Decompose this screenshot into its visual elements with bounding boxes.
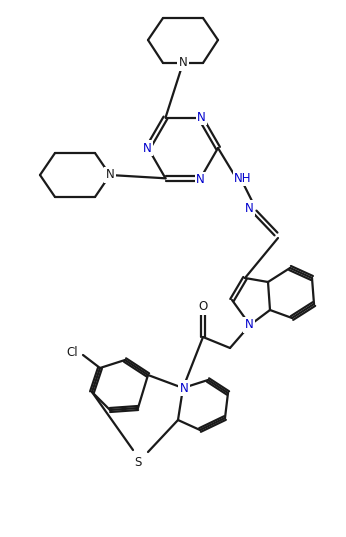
Text: O: O — [198, 301, 208, 314]
Text: N: N — [196, 173, 205, 186]
Text: NH: NH — [234, 171, 252, 185]
Text: N: N — [143, 142, 152, 155]
Text: N: N — [245, 201, 253, 214]
Text: N: N — [197, 111, 206, 124]
Text: N: N — [180, 381, 188, 395]
Text: N: N — [179, 56, 188, 69]
Text: N: N — [106, 169, 115, 182]
Text: Cl: Cl — [66, 345, 78, 359]
Text: N: N — [245, 318, 253, 331]
Text: S: S — [134, 456, 142, 469]
